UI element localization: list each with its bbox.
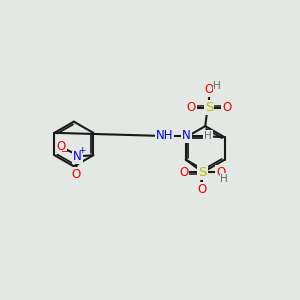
Text: O: O [179,166,188,179]
Text: H: H [204,131,212,141]
Text: H: H [220,174,228,184]
Text: S: S [205,101,213,114]
Text: +: + [79,146,86,155]
Text: O: O [186,101,196,114]
Text: O: O [198,183,207,196]
Text: O: O [57,140,66,153]
Text: O: O [222,101,231,114]
Text: N: N [182,129,191,142]
Text: S: S [198,166,206,179]
Text: N: N [73,150,82,163]
Text: O: O [216,166,225,179]
Text: −: − [61,147,69,157]
Text: H: H [213,81,221,91]
Text: O: O [72,168,81,181]
Text: NH: NH [156,129,173,142]
Text: O: O [204,83,214,96]
